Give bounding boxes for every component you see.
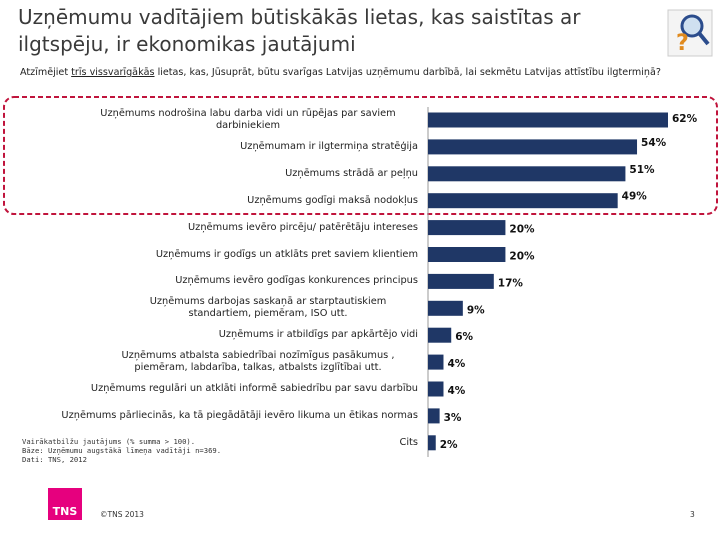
value-label: 4% xyxy=(447,358,465,370)
bar xyxy=(428,435,436,451)
question-text: lietas, kas, Jūsuprāt, būtu svarīgas Lat… xyxy=(157,67,661,78)
bar xyxy=(428,408,440,424)
category-label: Uzņēmums godīgi maksā nodokļus xyxy=(247,194,418,206)
value-label: 9% xyxy=(467,304,485,316)
category-label: Uzņēmumam ir ilgtermiņa stratēģija xyxy=(240,140,418,152)
question: Atzīmējiet trīs vissvarīgākās lietas, ka… xyxy=(20,67,700,79)
value-label: 2% xyxy=(440,439,458,451)
category-label: Uzņēmums ir atbildīgs par apkārtējo vidi xyxy=(218,329,418,341)
note: Bāze: Uzņēmumu augstākā līmeņa vadītāji … xyxy=(22,446,222,455)
value-label: 51% xyxy=(629,164,655,176)
notes: Vairākatbilžu jautājums (% summa > 100).… xyxy=(22,437,221,464)
category-label: Uzņēmums ievēro pircēju/ patērētāju inte… xyxy=(188,221,418,233)
category-label: Uzņēmums ievēro godīgas konkurences prin… xyxy=(175,275,418,287)
bar xyxy=(428,139,638,155)
bar xyxy=(428,381,444,397)
category-label: Uzņēmums ir godīgs un atklāts pret savie… xyxy=(155,248,418,260)
bar xyxy=(428,166,626,182)
bar xyxy=(428,354,444,370)
category-label: Uzņēmums regulāri un atklāti informē sab… xyxy=(90,383,418,394)
category-label: Uzņēmums darbojas saskaņā ar starptautis… xyxy=(149,296,387,320)
category-label: Uzņēmums strādā ar peļņu xyxy=(285,167,418,179)
value-label: 49% xyxy=(622,191,648,203)
value-label: 17% xyxy=(498,277,524,289)
bar xyxy=(428,193,618,209)
value-label: 62% xyxy=(672,113,698,125)
bar xyxy=(428,300,463,316)
question-emphasis: trīs vissvarīgākās xyxy=(71,67,155,78)
category-label: Uzņēmums pārliecinās, ka tā piegādātāji … xyxy=(61,409,418,421)
bar xyxy=(428,273,494,289)
value-label: 3% xyxy=(444,412,462,424)
copyright: ©TNS 2013 xyxy=(100,510,144,519)
bar xyxy=(428,247,506,262)
bar xyxy=(428,112,668,128)
question-text: Atzīmējiet xyxy=(20,67,69,78)
bar xyxy=(428,327,452,343)
highlight-frame xyxy=(3,96,718,215)
value-label: 6% xyxy=(455,331,473,343)
note: Vairākatbilžu jautājums (% summa > 100). xyxy=(22,437,196,446)
icon: ? xyxy=(667,9,713,57)
bar xyxy=(428,220,506,236)
value-label: 20% xyxy=(509,224,535,236)
svg-text:?: ? xyxy=(676,31,689,56)
category-label: Cits xyxy=(399,436,418,448)
value-label: 54% xyxy=(641,137,667,149)
value-label: 20% xyxy=(509,251,535,263)
title: Uzņēmumu vadītājiem būtiskākās lietas, k… xyxy=(18,5,581,56)
logo: TNS xyxy=(48,488,82,520)
page-number: 3 xyxy=(690,510,695,519)
value-label: 4% xyxy=(447,385,465,397)
note: Dati: TNS, 2012 xyxy=(22,455,87,464)
category-label: Uzņēmums atbalsta sabiedrībai nozīmīgus … xyxy=(121,350,395,374)
category-label: Uzņēmums nodrošina labu darba vidi un rū… xyxy=(100,108,396,131)
